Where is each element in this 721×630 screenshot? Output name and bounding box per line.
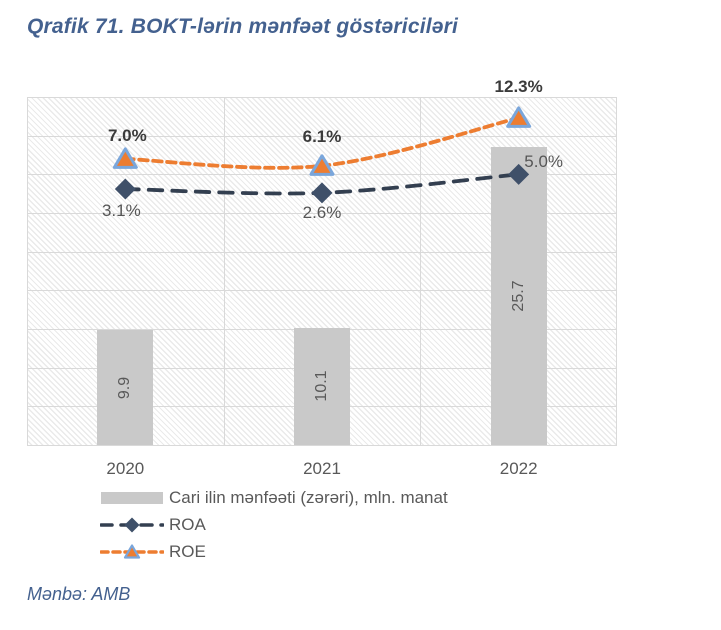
plot-area: 9.9 10.1 25.7 3.1% 2.6% 5.0% 7.0% 6.1% 12.3% [27,77,617,446]
bar-2020: 9.9 [97,330,154,445]
roe-sample-marker [123,543,141,559]
roa-data-label: 3.1% [101,201,141,221]
legend-label-roa: ROA [169,514,206,534]
roe-data-label: 6.1% [302,126,342,146]
gridline-vertical [420,97,422,445]
roa-sample-marker [124,517,140,532]
legend: Cari ilin mənfəəti (zərəri), mln. manat … [100,484,448,565]
x-axis-label-2020: 2020 [106,459,145,478]
roe-marker [309,154,335,176]
roa-data-label: 2.6% [302,202,342,222]
bar-2022: 25.7 [490,146,547,445]
roe-data-label: 12.3% [494,76,543,96]
gridline-horizontal [27,97,617,98]
roe-marker [506,106,532,128]
source-note: Mənbə: AMB [27,584,131,604]
legend-item-roa: ROA [100,511,448,538]
gridline-horizontal [27,445,617,446]
roa-marker [114,178,136,200]
bar-legend-sample [100,491,164,504]
roa-line-sample-icon [100,517,164,532]
roa-marker [311,182,333,204]
gridline-horizontal [27,251,617,253]
gridline-vertical [616,97,617,445]
gridline-horizontal [27,290,617,292]
gridline-vertical [223,97,225,445]
legend-item-roe: ROE [100,538,448,565]
bar-swatch [101,491,163,504]
roa-data-label: 5.0% [524,152,564,172]
roa-legend-sample [100,516,164,534]
gridline-vertical [27,97,28,445]
x-axis-label-2021: 2021 [303,459,341,478]
roe-line-sample-icon [100,543,164,559]
legend-item-bar: Cari ilin mənfəəti (zərəri), mln. manat [100,484,448,511]
legend-label-roe: ROE [169,541,206,561]
line-series-layer [112,106,532,204]
roe-legend-sample [100,543,164,561]
gridline-horizontal [27,135,617,137]
roe-data-label: 7.0% [107,125,147,145]
bar-2021: 10.1 [294,327,350,445]
roe-marker [112,147,138,169]
x-axis-label-2022: 2022 [499,459,538,478]
chart-title: Qrafik 71. BOKT-lərin mənfəət göstəricil… [27,15,459,38]
legend-label-bar: Cari ilin mənfəəti (zərəri), mln. manat [169,487,448,507]
gridline-horizontal [27,213,617,214]
